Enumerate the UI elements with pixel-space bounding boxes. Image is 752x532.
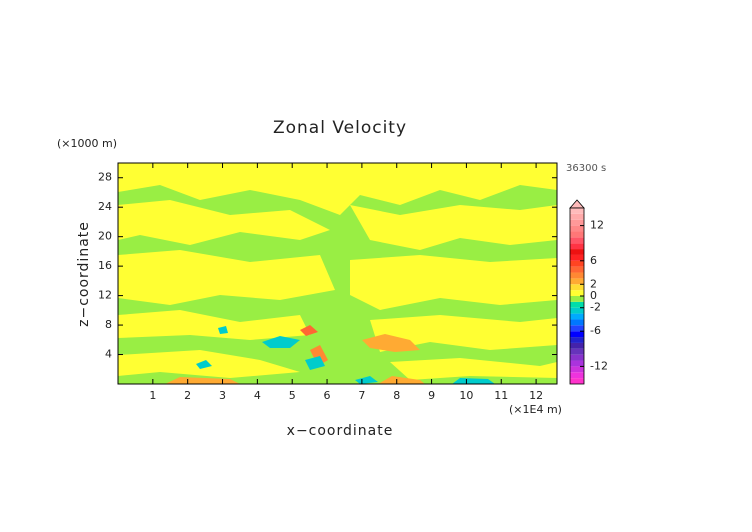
- colorbar-bin: [570, 319, 584, 326]
- colorbar-bin: [570, 219, 584, 226]
- field-region: [196, 360, 212, 369]
- time-label: 36300 s: [566, 163, 606, 174]
- colorbar-bin: [570, 243, 584, 250]
- field-region: [118, 200, 330, 245]
- x-tick-label: 6: [324, 389, 331, 402]
- x-tick-label: 2: [184, 389, 191, 402]
- colorbar-bin: [570, 237, 584, 244]
- x-tick-label: 9: [428, 389, 435, 402]
- x-tick-label: 10: [459, 389, 473, 402]
- colorbar-bin: [570, 301, 584, 308]
- contour-field: [118, 163, 557, 384]
- y-tick-label: 12: [98, 289, 112, 302]
- colorbar-bin: [570, 342, 584, 349]
- field-region: [262, 336, 300, 348]
- colorbar-bin: [570, 337, 584, 343]
- y-tick-label: 8: [105, 318, 112, 331]
- x-tick-label: 11: [494, 389, 508, 402]
- y-tick-label: 24: [98, 200, 112, 213]
- field-region: [218, 326, 228, 334]
- y-tick-label: 28: [98, 171, 112, 184]
- y-axis-label: z−coordinate: [76, 221, 92, 327]
- x-tick-label: 8: [393, 389, 400, 402]
- colorbar-bin: [570, 225, 584, 232]
- colorbar-tick-label: 2: [590, 277, 597, 290]
- colorbar-tick-label: -6: [590, 324, 601, 337]
- colorbar-bin: [570, 272, 584, 279]
- colorbar-tick-label: 12: [590, 219, 604, 232]
- x-tick-label: 12: [529, 389, 543, 402]
- colorbar-bin: [570, 354, 584, 361]
- x-unit: (×1E4 m): [509, 403, 562, 416]
- x-tick-label: 1: [149, 389, 156, 402]
- x-tick-label: 5: [289, 389, 296, 402]
- field-region: [355, 376, 378, 384]
- colorbar-bin: [570, 278, 584, 285]
- colorbar-tick-label: -2: [590, 301, 601, 314]
- field-region: [118, 163, 557, 215]
- y-unit: (×1000 m): [57, 137, 117, 150]
- field-region: [390, 358, 557, 380]
- colorbar-tick-label: -12: [590, 359, 608, 372]
- colorbar-bin: [570, 325, 584, 332]
- plot-frame: [117, 162, 558, 385]
- colorbar-extension: [569, 199, 585, 209]
- colorbar-bin: [570, 331, 584, 338]
- colorbar-bin: [570, 360, 584, 367]
- colorbar-bin: [570, 307, 584, 314]
- colorbar-bin: [570, 366, 584, 373]
- field-region: [378, 376, 425, 384]
- colorbar-bin: [570, 213, 584, 220]
- field-region: [300, 325, 318, 336]
- colorbar-bin: [570, 290, 584, 296]
- colorbar-bin: [570, 313, 584, 320]
- colorbar-bin: [570, 208, 584, 214]
- field-region: [310, 345, 328, 366]
- x-axis-label: x−coordinate: [287, 423, 394, 439]
- field-region: [350, 255, 557, 310]
- field-region: [452, 378, 495, 384]
- colorbar-tick-label: 6: [590, 254, 597, 267]
- y-tick-label: 4: [105, 348, 112, 361]
- colorbar-bin: [570, 260, 584, 267]
- colorbar-bin: [570, 249, 584, 255]
- x-tick-label: 7: [358, 389, 365, 402]
- colorbar-bin: [570, 231, 584, 238]
- colorbar-bin: [570, 348, 584, 355]
- field-region: [165, 377, 240, 384]
- colorbar-bin: [570, 254, 584, 261]
- colorbar-bin: [570, 296, 584, 302]
- y-tick-label: 20: [98, 230, 112, 243]
- colorbar-bin: [570, 266, 584, 273]
- colorbar-tick-label: 0: [590, 289, 597, 302]
- field-region: [118, 310, 310, 340]
- chart-title: Zonal Velocity: [273, 118, 407, 138]
- y-tick-label: 16: [98, 259, 112, 272]
- field-region: [370, 315, 557, 352]
- field-region: [305, 356, 325, 370]
- field-region: [362, 334, 420, 352]
- colorbar-bin: [570, 378, 584, 384]
- colorbar-bin: [570, 372, 584, 379]
- x-tick-label: 4: [254, 389, 261, 402]
- field-region: [350, 205, 557, 250]
- field-region: [118, 250, 335, 305]
- x-tick-label: 3: [219, 389, 226, 402]
- colorbar-bin: [570, 284, 584, 291]
